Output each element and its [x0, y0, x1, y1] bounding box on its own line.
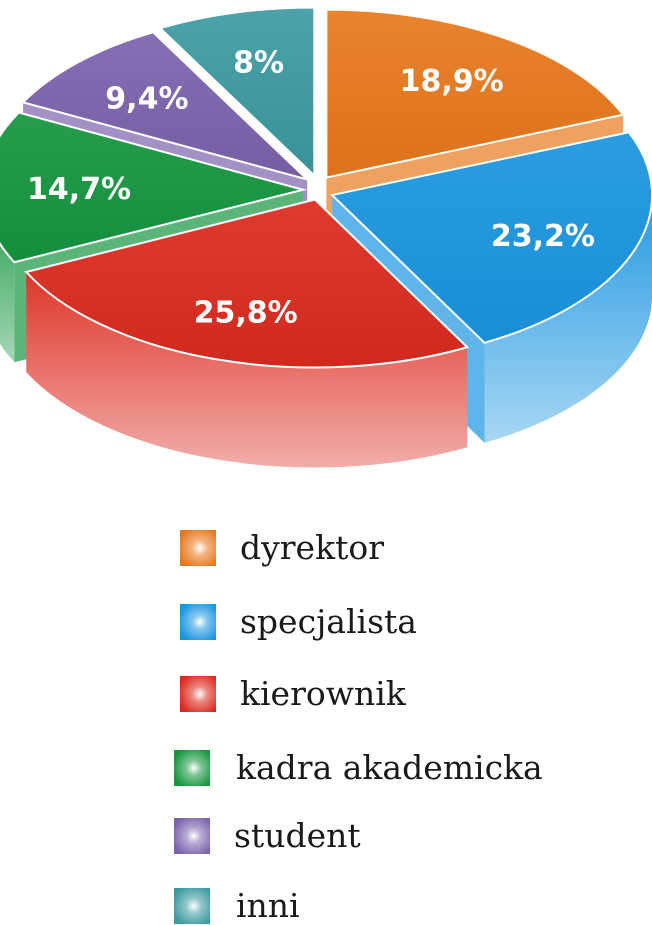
legend-label: specjalista: [240, 602, 417, 641]
legend-swatch: [180, 676, 216, 712]
pie-slice-inni: [158, 6, 316, 178]
data-label: 9,4%: [105, 81, 188, 116]
legend-label: student: [234, 816, 361, 855]
legend-swatch: [174, 750, 210, 786]
legend-label: inni: [236, 886, 300, 925]
legend-swatch: [174, 888, 210, 924]
data-label: 8%: [233, 46, 284, 81]
legend-item: kierownik: [180, 674, 407, 713]
data-label: 14,7%: [27, 172, 131, 207]
legend-label: kadra akademicka: [236, 748, 543, 787]
data-label: 23,2%: [491, 219, 595, 254]
legend-swatch: [180, 604, 216, 640]
legend-item: student: [174, 816, 361, 855]
pie-slice-kierownik: [24, 198, 470, 468]
legend-label: dyrektor: [240, 528, 384, 567]
data-label: 18,9%: [400, 64, 504, 99]
legend: dyrektor specjalista kierownik kadra akadem…: [174, 528, 543, 925]
legend-label: kierownik: [240, 674, 407, 713]
legend-item: specjalista: [180, 602, 417, 641]
legend-item: dyrektor: [180, 528, 384, 567]
data-label: 25,8%: [194, 295, 298, 330]
legend-item: inni: [174, 886, 300, 925]
legend-swatch: [180, 530, 216, 566]
legend-item: kadra akademicka: [174, 748, 543, 787]
legend-swatch: [174, 818, 210, 854]
